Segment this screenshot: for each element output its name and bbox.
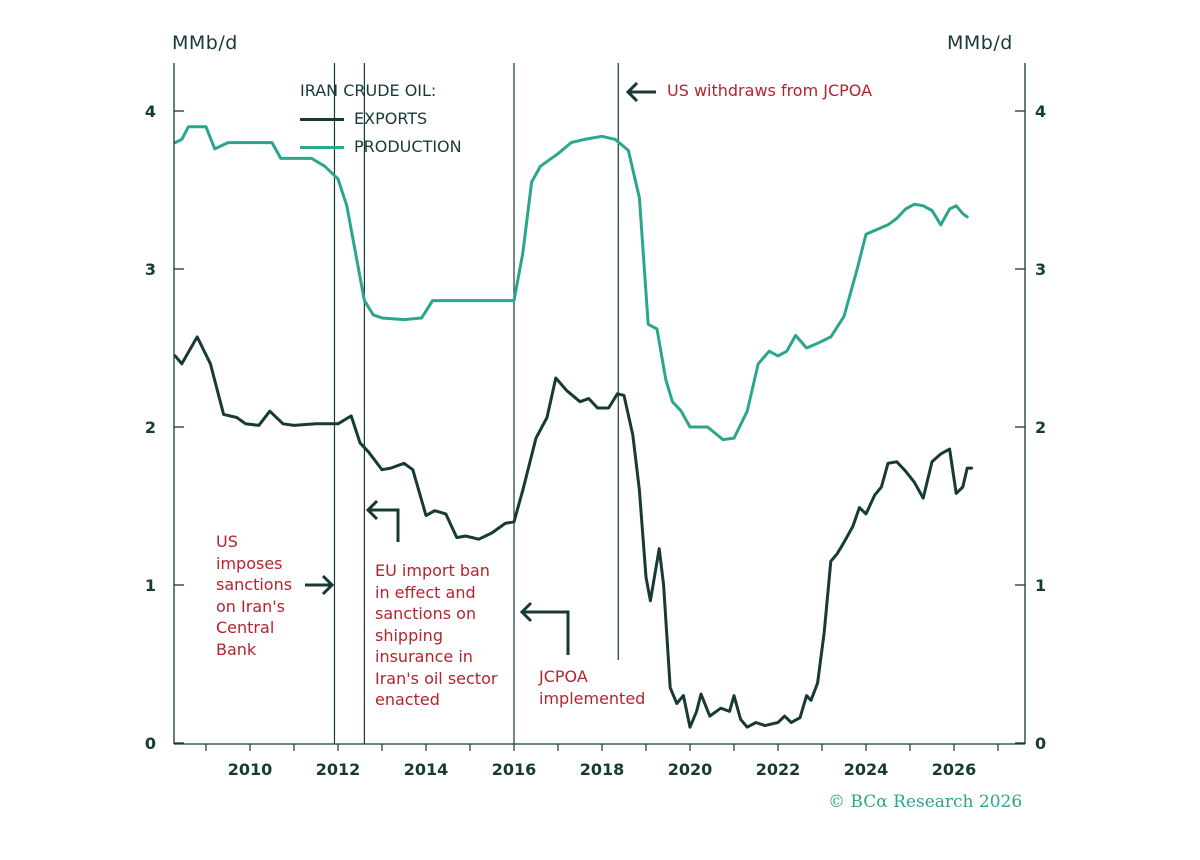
annotation-jcpoa-implemented: JCPOA implemented	[539, 666, 659, 709]
credit: © BCα Research 2026	[828, 792, 1023, 812]
annotation-line: shipping	[375, 625, 443, 645]
annotation-line: sanctions on	[375, 604, 477, 623]
x-tick-label-2026: 2026	[932, 760, 977, 779]
y-tick-label-right-1: 1	[1035, 576, 1046, 595]
annotation-line: Central	[216, 618, 275, 637]
y-tick-label-left-0: 0	[145, 734, 156, 753]
x-tick-label-2012: 2012	[316, 760, 361, 779]
annotation-line: in effect and	[375, 582, 476, 602]
right-axis-unit: MMb/d	[947, 32, 1013, 54]
legend-label-production: PRODUCTION	[354, 137, 462, 156]
y-tick-label-right-3: 3	[1035, 260, 1046, 279]
x-tick-label-2014: 2014	[404, 760, 449, 779]
arrow-shaft-jcpoa	[522, 610, 570, 655]
x-tick-label-2022: 2022	[756, 760, 801, 779]
y-tick-label-right-4: 4	[1035, 102, 1046, 121]
legend-item-production: PRODUCTION	[300, 133, 462, 161]
arrow-head-jcpoa	[519, 601, 533, 623]
x-tick-label-2018: 2018	[580, 760, 625, 779]
legend-title: IRAN CRUDE OIL:	[300, 81, 437, 100]
annotation-line: EU import ban	[375, 561, 490, 580]
y-tick-label-right-0: 0	[1035, 734, 1046, 753]
left-axis-unit: MMb/d	[172, 32, 238, 54]
annotation-line: Iran's oil sector	[375, 668, 498, 688]
annotation-line: implemented	[539, 688, 646, 708]
annotation-line: imposes	[216, 553, 283, 573]
legend-swatch-production	[300, 145, 344, 149]
x-tick-label-2010: 2010	[228, 760, 273, 779]
arrow-head-withdraws	[625, 81, 639, 103]
legend-label-exports: EXPORTS	[354, 109, 428, 128]
annotation-line: sanctions	[216, 575, 293, 594]
series-lines	[173, 125, 974, 729]
annotation-us-withdraws: US withdraws from JCPOA	[667, 80, 967, 102]
axes: 0 0 1 1 2 2 3 3 4 4 2010 2012 2014 2016 2018 2020 2022 20…	[145, 63, 1046, 779]
x-tick-label-2024: 2024	[844, 760, 889, 779]
annotation-line: enacted	[375, 690, 440, 709]
series-line-production	[173, 125, 969, 442]
arrow-shaft-eu	[368, 508, 400, 542]
annotation-line: JCPOA	[539, 667, 588, 686]
annotation-line: US withdraws from JCPOA	[667, 81, 873, 100]
legend-item-exports: EXPORTS	[300, 105, 462, 133]
legend-swatch-exports	[300, 117, 344, 121]
y-tick-label-left-2: 2	[145, 418, 156, 437]
annotation-arrows	[305, 81, 656, 655]
series-line-exports	[173, 335, 974, 729]
annotation-line: on Iran's	[216, 596, 285, 616]
annotation-line: US	[216, 532, 238, 551]
legend: IRAN CRUDE OIL: EXPORTS PRODUCTION	[300, 77, 462, 161]
y-tick-label-left-4: 4	[145, 102, 156, 121]
y-tick-label-left-1: 1	[145, 576, 156, 595]
annotation-line: insurance in	[375, 647, 473, 666]
x-tick-label-2016: 2016	[492, 760, 537, 779]
y-tick-label-right-2: 2	[1035, 418, 1046, 437]
y-tick-label-left-3: 3	[145, 260, 156, 279]
x-tick-label-2020: 2020	[668, 760, 713, 779]
annotation-us-sanctions: US imposes sanctions on Iran's Central Bank	[216, 531, 316, 660]
arrow-head-eu	[365, 499, 379, 521]
annotation-eu-import-ban: EU import ban in effect and sanctions on sh…	[375, 560, 515, 711]
annotation-line: Bank	[216, 639, 257, 659]
